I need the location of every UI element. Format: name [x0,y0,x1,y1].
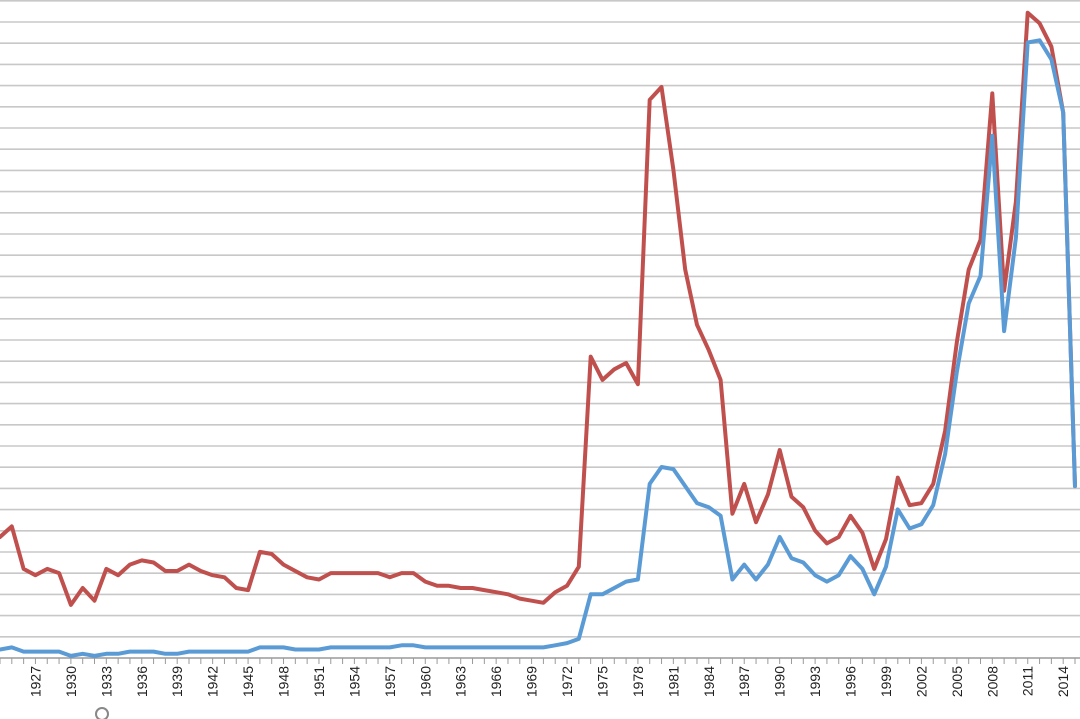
x-tick-label: 1945 [240,666,256,697]
x-tick-label: 1966 [488,666,504,697]
x-tick-label: 1978 [630,666,646,697]
x-tick-label: 2005 [949,666,965,697]
x-tick-label: 2002 [913,666,929,697]
x-tick-label: 1999 [878,666,894,697]
x-tick-label: 1927 [27,666,43,697]
x-axis [0,657,1080,664]
x-tick-label: 1957 [382,666,398,697]
x-tick-label: 1969 [524,666,540,697]
x-tick-label: 1954 [346,666,362,697]
x-tick-label: 1981 [665,666,681,697]
cursor-marker [95,707,109,719]
x-tick-label: 2008 [984,666,1000,697]
x-tick-label: 2014 [1055,666,1071,697]
x-tick-label: 2011 [1020,666,1036,696]
x-tick-label: 1984 [701,666,717,697]
x-tick-label: 1990 [772,666,788,697]
x-tick-label: 1951 [311,666,327,697]
x-tick-label: 1960 [417,666,433,697]
x-tick-label: 1993 [807,666,823,697]
x-tick-label: 1987 [736,666,752,697]
x-tick-label: 1942 [205,666,221,697]
x-tick-label: 1948 [276,666,292,697]
x-tick-label: 1939 [169,666,185,697]
series-lines [0,10,1077,658]
x-tick-label: 1972 [559,666,575,697]
series-line-2 [0,38,1077,658]
x-tick-label: 1963 [453,666,469,697]
x-tick-label: 1936 [134,666,150,697]
x-tick-label: 1975 [595,666,611,697]
x-tick-labels: 1927 1930 1933 1936 1939 1942 1945 1948 1951 1954… [27,666,1071,697]
gridlines [0,0,1080,638]
x-tick-label: 1933 [98,666,114,697]
x-tick-label: 1996 [843,666,859,697]
series-line-1 [0,10,1077,607]
x-tick-label: 1930 [63,666,79,697]
